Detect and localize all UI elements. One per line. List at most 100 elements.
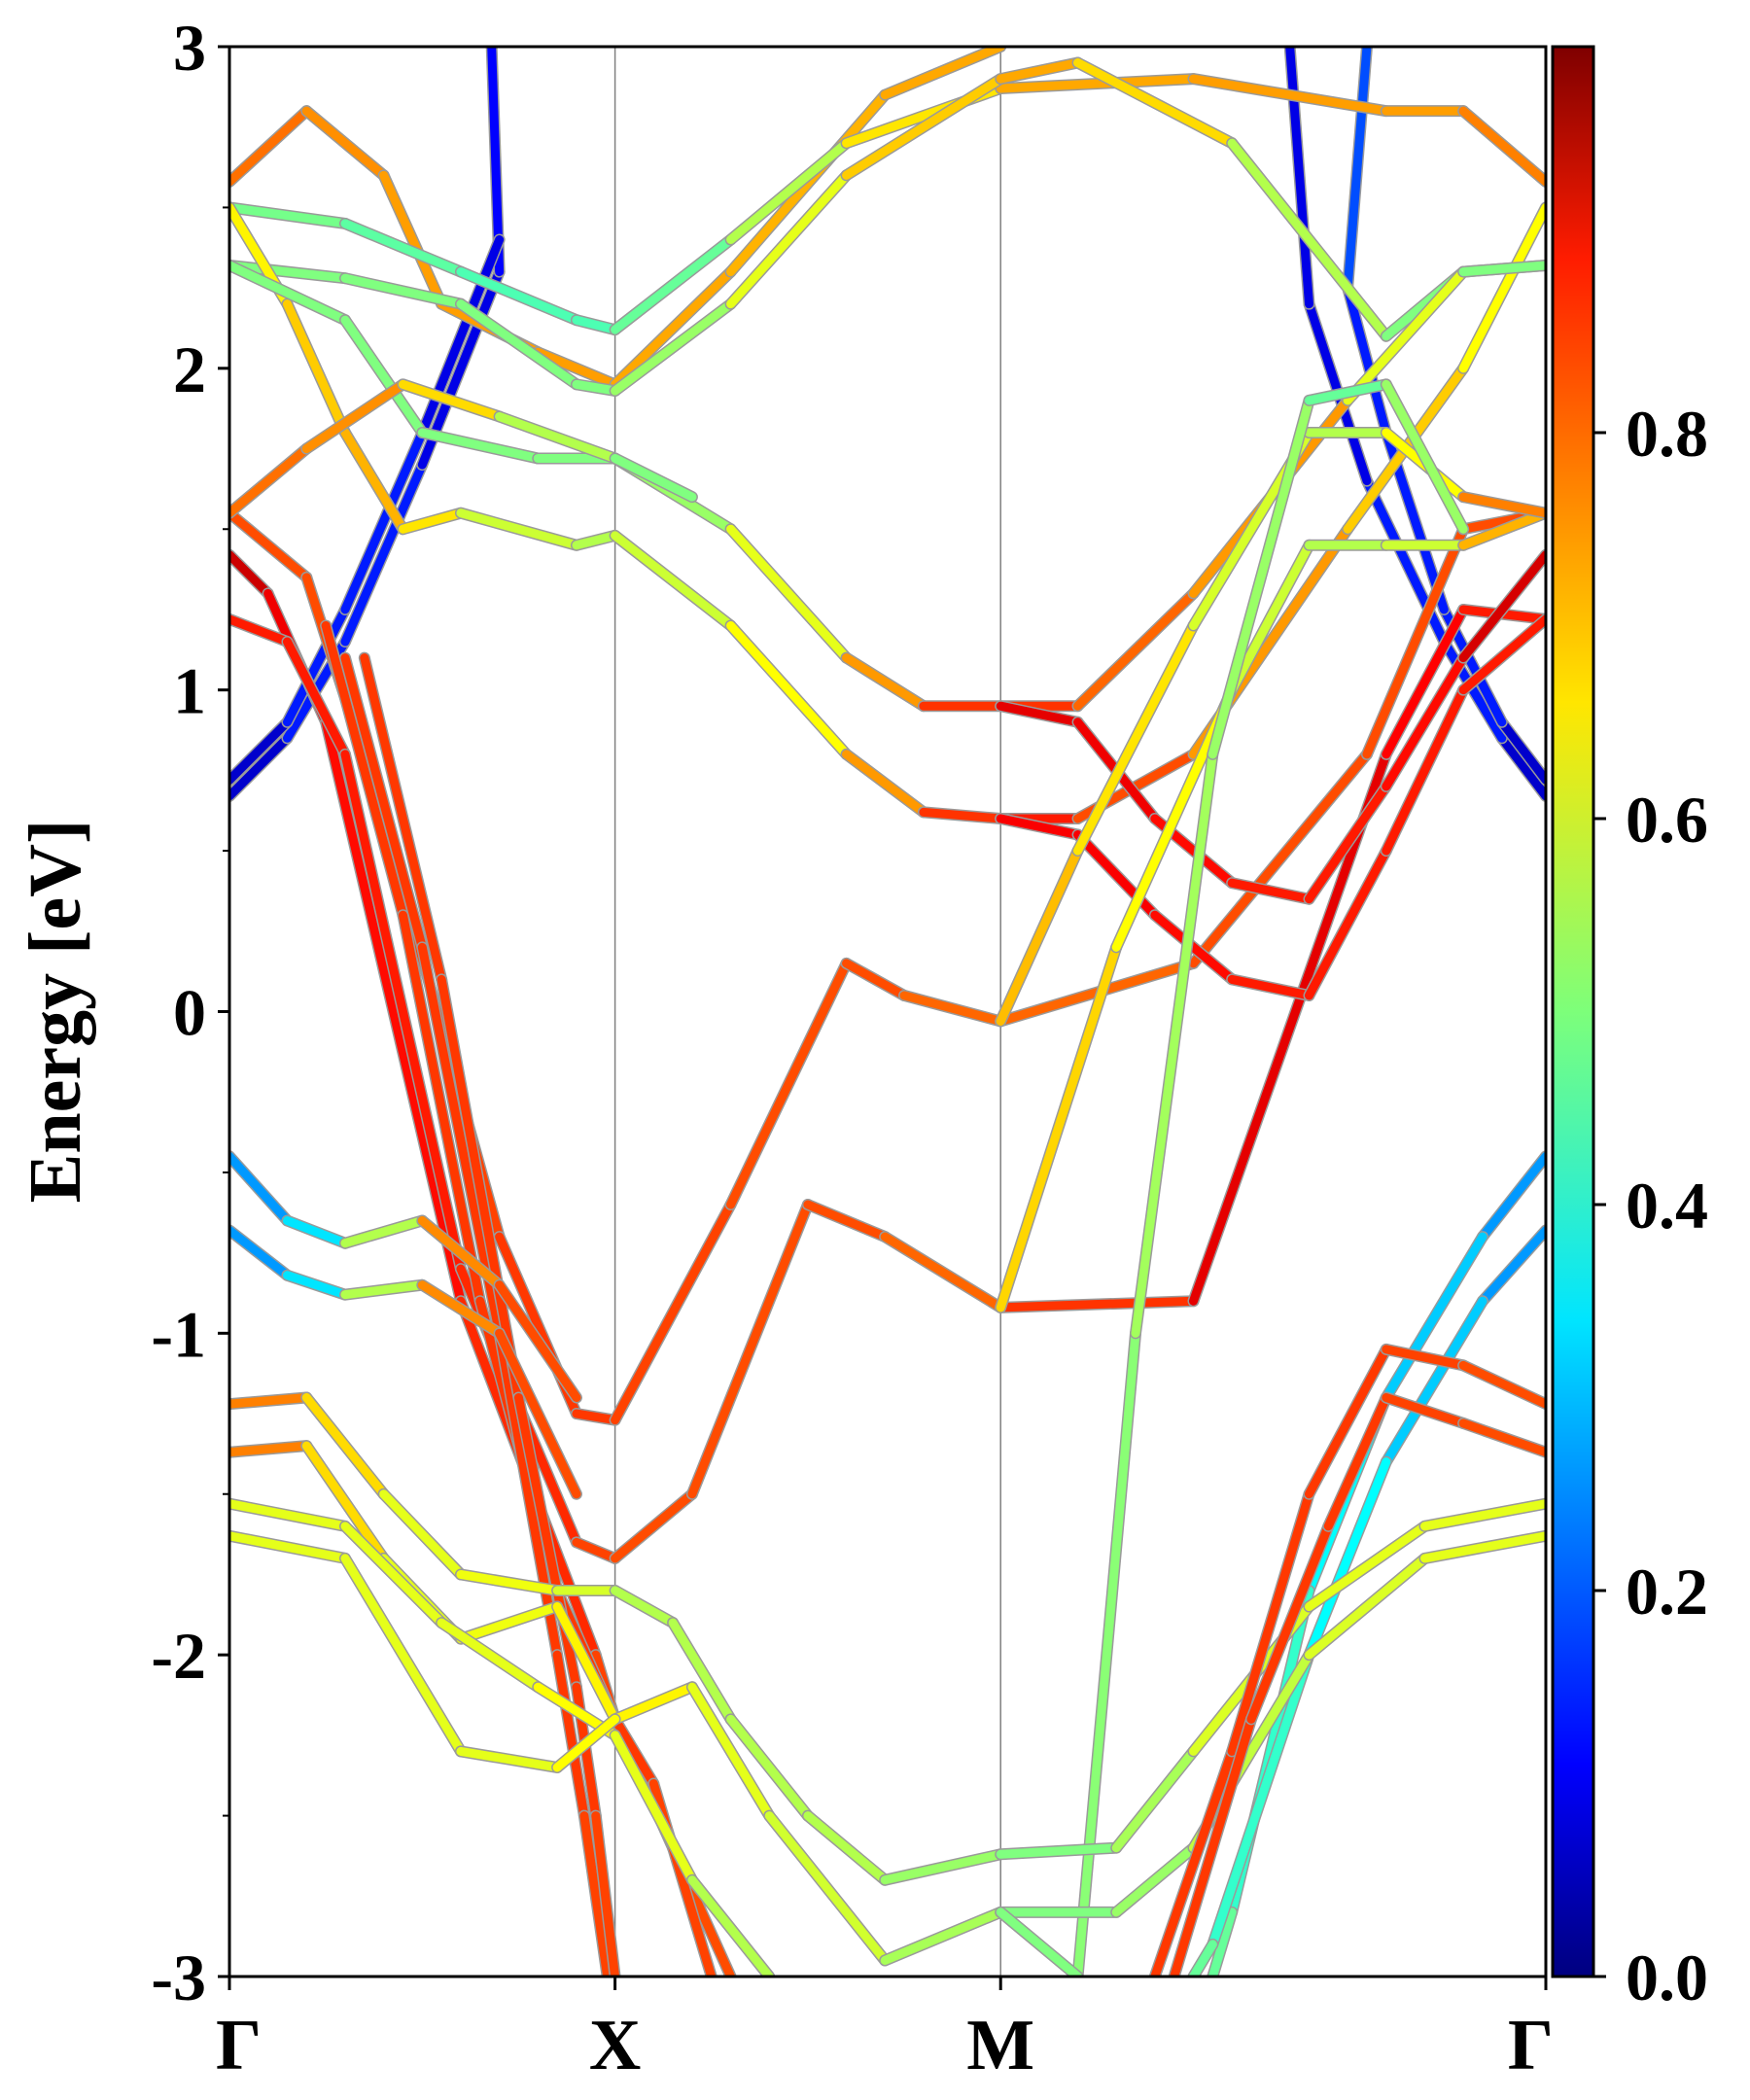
band-segment <box>1111 1843 1199 1917</box>
y-tick-label: -1 <box>151 1297 206 1371</box>
band-segment <box>726 138 852 244</box>
band-segment <box>1343 283 1391 438</box>
band-segment <box>1073 58 1237 148</box>
band-segment <box>1073 588 1199 711</box>
band-segment <box>229 614 292 647</box>
band-segment <box>611 1731 697 1885</box>
band-segment <box>764 1811 890 1965</box>
band-segment <box>1208 396 1313 759</box>
band-segment <box>1304 1554 1429 1660</box>
band-16 <box>995 548 1546 905</box>
band-segment <box>533 347 620 389</box>
band-segment <box>398 508 466 534</box>
band-28 <box>229 1529 621 1773</box>
band-segment <box>803 1200 890 1242</box>
band-segment <box>1246 1522 1333 1724</box>
colorbar-ticks: 0.0 0.2 0.4 0.6 0.8 <box>1593 397 1708 2014</box>
band-19 <box>995 427 1546 1028</box>
band-segment <box>456 299 581 389</box>
band-segment <box>1343 267 1468 405</box>
band-segment <box>1382 379 1468 534</box>
band-segment <box>340 653 427 952</box>
y-tick-label: 0 <box>173 976 206 1050</box>
band-segment <box>572 379 620 396</box>
band-segment <box>1343 47 1372 293</box>
band-segment <box>1419 1531 1546 1563</box>
band-segment <box>1362 524 1468 759</box>
band-segment <box>1382 1393 1468 1428</box>
band-segment <box>282 637 350 759</box>
band-segment <box>229 444 311 518</box>
band-segment <box>1304 1345 1391 1499</box>
band-segment <box>726 1714 813 1821</box>
band-segment <box>1150 1746 1237 1977</box>
band-segment <box>803 1811 890 1885</box>
band-segment <box>1382 1232 1488 1402</box>
band-segment <box>1304 379 1391 405</box>
band-segment <box>1189 74 1391 116</box>
band-segment <box>1208 1650 1313 1949</box>
band-segment <box>611 531 736 630</box>
band-segment <box>1170 1714 1256 1977</box>
band-22 <box>229 1224 582 1500</box>
x-tick-label: Γ <box>1508 2006 1554 2085</box>
band-segment <box>726 524 852 663</box>
colorbar-gradient <box>1551 45 1595 1978</box>
band-segment <box>1382 605 1468 759</box>
band-segment <box>301 106 389 180</box>
band-segment <box>282 1271 350 1300</box>
band-segment <box>1304 1522 1429 1612</box>
y-tick-label: -3 <box>151 1941 206 2014</box>
band-segment <box>301 379 407 454</box>
band-21 <box>229 1150 582 1404</box>
band-segment <box>1227 1489 1313 1756</box>
band-segment <box>591 1811 620 1977</box>
band-segment <box>456 267 581 325</box>
band-segment <box>842 653 928 711</box>
band-segment <box>1111 1746 1199 1853</box>
band-segment <box>1227 138 1391 341</box>
band-segment <box>229 106 311 187</box>
band-segment <box>1073 1328 1140 1977</box>
band-segment <box>495 1280 581 1402</box>
colorbar-tick-label: 0.2 <box>1626 1555 1708 1628</box>
band-segment <box>229 202 350 228</box>
band-segment <box>340 1554 466 1756</box>
band-segment <box>456 1746 562 1772</box>
band-segment <box>282 1216 350 1248</box>
band-segment <box>1227 878 1313 904</box>
band-segment <box>552 1602 620 1724</box>
band-segment <box>996 1908 1083 1977</box>
x-tick-label: Γ <box>216 2006 262 2085</box>
band-segment <box>1382 653 1468 791</box>
band-segment <box>1189 750 1391 1306</box>
band-segment <box>726 90 890 277</box>
band-segment <box>340 750 466 1274</box>
band-segment <box>229 733 292 801</box>
band-segment <box>1458 1418 1546 1457</box>
band-segment <box>842 750 928 817</box>
band-segment <box>1497 718 1546 785</box>
band-segment <box>1458 202 1546 373</box>
band-segment <box>229 261 350 325</box>
band-segment <box>301 1393 389 1499</box>
band-segment <box>611 235 736 334</box>
band-segment <box>282 299 350 438</box>
band-segment <box>437 1618 542 1692</box>
band-segment <box>611 299 736 396</box>
band-segment <box>1497 733 1546 801</box>
x-tick-label: M <box>966 2006 1034 2085</box>
band-segment <box>340 428 427 614</box>
band-segment <box>611 1489 697 1563</box>
band-segment <box>417 1216 505 1290</box>
band-segment <box>572 531 620 550</box>
band-segment <box>919 807 1005 823</box>
band-segment <box>1304 1457 1391 1660</box>
band-segment <box>611 267 736 389</box>
band-segment <box>340 219 466 277</box>
band-segment <box>495 1328 562 1660</box>
band-segment <box>611 1714 658 1788</box>
band-segment <box>1458 492 1546 518</box>
band-segment <box>495 411 620 463</box>
